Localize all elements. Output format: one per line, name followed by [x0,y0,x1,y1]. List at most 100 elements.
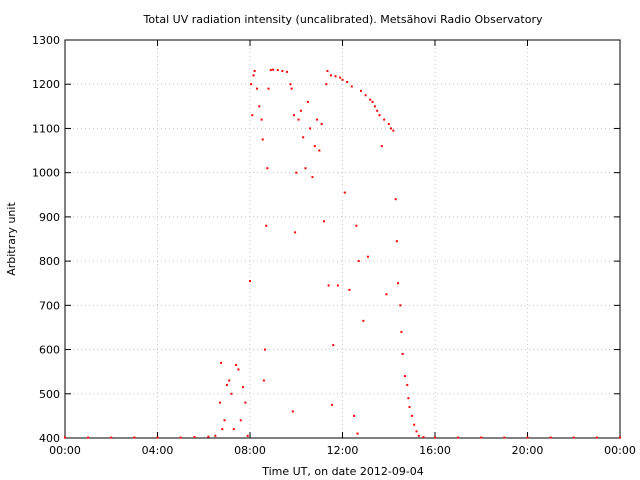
x-tick-label: 08:00 [234,444,266,457]
y-axis-ticks: 400 500 600 700 800 900 1000 1100 1200 1300 [32,34,620,445]
data-point [457,436,460,439]
data-point [239,419,242,422]
data-point [286,70,288,73]
data-point [290,87,293,90]
y-tick-label: 1000 [32,167,60,180]
data-point [225,383,228,386]
data-point [399,304,402,307]
data-point [346,81,349,84]
data-point [526,436,529,439]
data-point [276,69,279,72]
data-point [373,105,376,108]
data-point [294,231,297,234]
data-point [242,386,245,389]
data-point [289,83,292,86]
data-point [360,89,362,92]
data-point [207,435,210,438]
data-points [64,68,621,439]
data-point [281,69,284,72]
y-tick-label: 1100 [32,122,60,135]
data-point [366,255,369,258]
data-point [156,436,159,439]
data-point [415,430,418,433]
y-tick-label: 1300 [32,34,60,47]
data-point [395,240,398,243]
x-tick-label: 00:00 [49,444,81,457]
data-point [267,87,270,90]
data-point [249,280,251,283]
data-point [133,436,136,439]
y-tick-label: 500 [39,388,60,401]
data-point [214,434,217,437]
data-point [295,171,298,174]
data-point [235,364,238,367]
data-point [266,167,269,170]
x-tick-label: 16:00 [419,444,451,457]
data-point [220,361,223,364]
data-point [407,397,410,400]
data-point [339,76,342,79]
data-point [318,149,321,152]
y-tick-label: 600 [39,344,60,357]
data-point [364,94,367,97]
data-point [297,118,300,121]
data-point [221,428,224,431]
data-point [357,260,360,263]
data-point [237,368,240,371]
x-tick-label: 00:00 [604,444,636,457]
data-point [313,145,316,148]
data-point [306,100,309,103]
grid-lines [64,39,621,439]
y-tick-label: 900 [39,211,60,224]
data-point [331,403,334,406]
data-point [329,74,332,77]
y-tick-label: 800 [39,255,60,268]
data-point [179,436,182,439]
data-point [246,434,249,437]
data-point [252,74,255,77]
data-point [413,423,416,426]
data-point [369,98,372,101]
data-point [348,288,351,291]
data-point [410,414,413,417]
data-point [64,436,66,439]
data-point [343,191,346,194]
data-point [336,284,339,287]
data-point [332,344,335,347]
x-axis-label: Time UT, on date 2012-09-04 [261,465,424,478]
data-point [304,167,307,170]
data-point [480,436,483,439]
data-point [232,428,235,431]
data-point [291,410,294,413]
data-point [371,100,374,103]
data-point [406,383,409,386]
data-point [299,109,302,112]
y-tick-label: 700 [39,299,60,312]
data-point [223,419,226,422]
data-point [258,105,261,108]
data-point [397,282,399,285]
plot-frame [64,39,621,439]
data-point [309,127,312,130]
data-point [255,87,258,90]
data-point [253,69,256,72]
data-point [390,127,393,130]
data-point [380,145,383,148]
data-point [401,352,404,355]
y-axis-label: Arbitrary unit [5,202,18,276]
data-point [417,434,420,437]
data-point [503,436,506,439]
data-point [362,319,365,322]
data-point [595,436,598,439]
data-point [376,109,379,112]
data-point [572,436,575,439]
data-point [341,78,344,81]
data-point [408,406,411,409]
data-point [260,118,263,121]
data-point [422,436,425,439]
y-tick-label: 400 [39,432,60,445]
data-point [261,138,264,141]
x-axis-ticks: 00:00 04:00 08:00 12:00 16:00 20:00 00:00 [49,40,636,457]
data-point [228,379,231,382]
data-point [392,129,395,132]
